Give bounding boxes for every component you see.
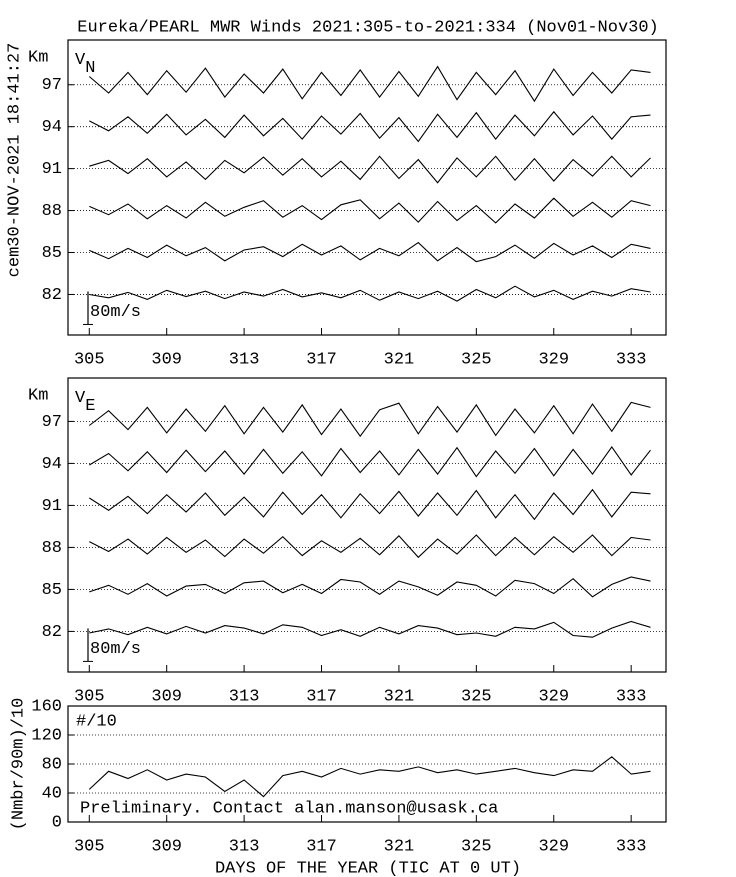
y-tick-label: 91 (42, 497, 62, 516)
y-tick-label: 94 (42, 118, 62, 137)
x-tick-label: 309 (151, 687, 182, 706)
x-tick-label: 325 (461, 687, 492, 706)
x-tick-label: 321 (384, 687, 415, 706)
x-tick-label: 329 (538, 350, 569, 369)
x-tick-label: 309 (151, 837, 182, 856)
wind-trace (89, 620, 651, 638)
wind-trace (89, 285, 651, 302)
wind-trace (89, 576, 651, 598)
x-tick-label: 329 (538, 687, 569, 706)
x-tick-label: 317 (306, 350, 337, 369)
y-tick-label: 88 (42, 202, 62, 221)
y-tick-label: 94 (42, 455, 62, 474)
x-tick-label: 313 (229, 837, 260, 856)
x-tick-label: 305 (74, 350, 105, 369)
wind-trace (89, 110, 651, 143)
x-tick-label: 333 (616, 350, 647, 369)
panel-label: #/10 (76, 712, 117, 731)
y-tick-label: 91 (42, 160, 62, 179)
scale-bar-label: 80m/s (90, 640, 141, 659)
y-axis-label: (Nmbr/90m)/10 (9, 698, 28, 831)
x-tick-label: 317 (306, 837, 337, 856)
y-tick-label: 82 (42, 623, 62, 642)
x-tick-label: 321 (384, 837, 415, 856)
annotation: Preliminary. Contact alan.manson@usask.c… (80, 799, 498, 818)
y-tick-label: 80 (42, 755, 62, 774)
x-tick-label: 305 (74, 837, 105, 856)
x-tick-label: 305 (74, 687, 105, 706)
y-tick-label: 85 (42, 244, 62, 263)
x-axis-label: DAYS OF THE YEAR (TIC AT 0 UT) (215, 859, 521, 877)
x-tick-label: 333 (616, 687, 647, 706)
x-tick-label: 313 (229, 350, 260, 369)
x-tick-label: 321 (384, 350, 415, 369)
x-tick-label: 313 (229, 687, 260, 706)
x-tick-label: 333 (616, 837, 647, 856)
y-tick-label: 82 (42, 286, 62, 305)
timestamp: cem30-NOV-2021 18:41:27 (5, 43, 24, 278)
wind-trace (89, 488, 651, 521)
y-tick-label: 97 (42, 413, 62, 432)
wind-trace (89, 197, 651, 224)
y-tick-label: 120 (31, 726, 62, 745)
panel-label: VN (75, 51, 95, 78)
wind-trace (89, 534, 651, 559)
y-tick-label: 97 (42, 76, 62, 95)
plot-frame (67, 39, 667, 336)
wind-trace (89, 445, 651, 478)
unit-label: Km (28, 386, 48, 405)
wind-trace (89, 155, 651, 184)
y-tick-label: 40 (42, 784, 62, 803)
unit-label: Km (28, 48, 48, 67)
y-tick-label: 160 (31, 697, 62, 716)
x-tick-label: 309 (151, 350, 182, 369)
x-tick-label: 325 (461, 350, 492, 369)
wind-trace (89, 241, 651, 263)
y-tick-label: 85 (42, 581, 62, 600)
x-tick-label: 325 (461, 837, 492, 856)
y-tick-label: 0 (52, 813, 62, 832)
y-tick-label: 88 (42, 539, 62, 558)
x-tick-label: 317 (306, 687, 337, 706)
x-tick-label: 329 (538, 837, 569, 856)
count-trace (88, 756, 651, 798)
wind-trace (88, 65, 651, 103)
scale-bar-label: 80m/s (90, 303, 141, 322)
wind-trace (88, 401, 651, 438)
chart-title: Eureka/PEARL MWR Winds 2021:305-to-2021:… (77, 18, 659, 37)
panel-label: VE (75, 389, 95, 416)
plot-frame (67, 377, 667, 673)
